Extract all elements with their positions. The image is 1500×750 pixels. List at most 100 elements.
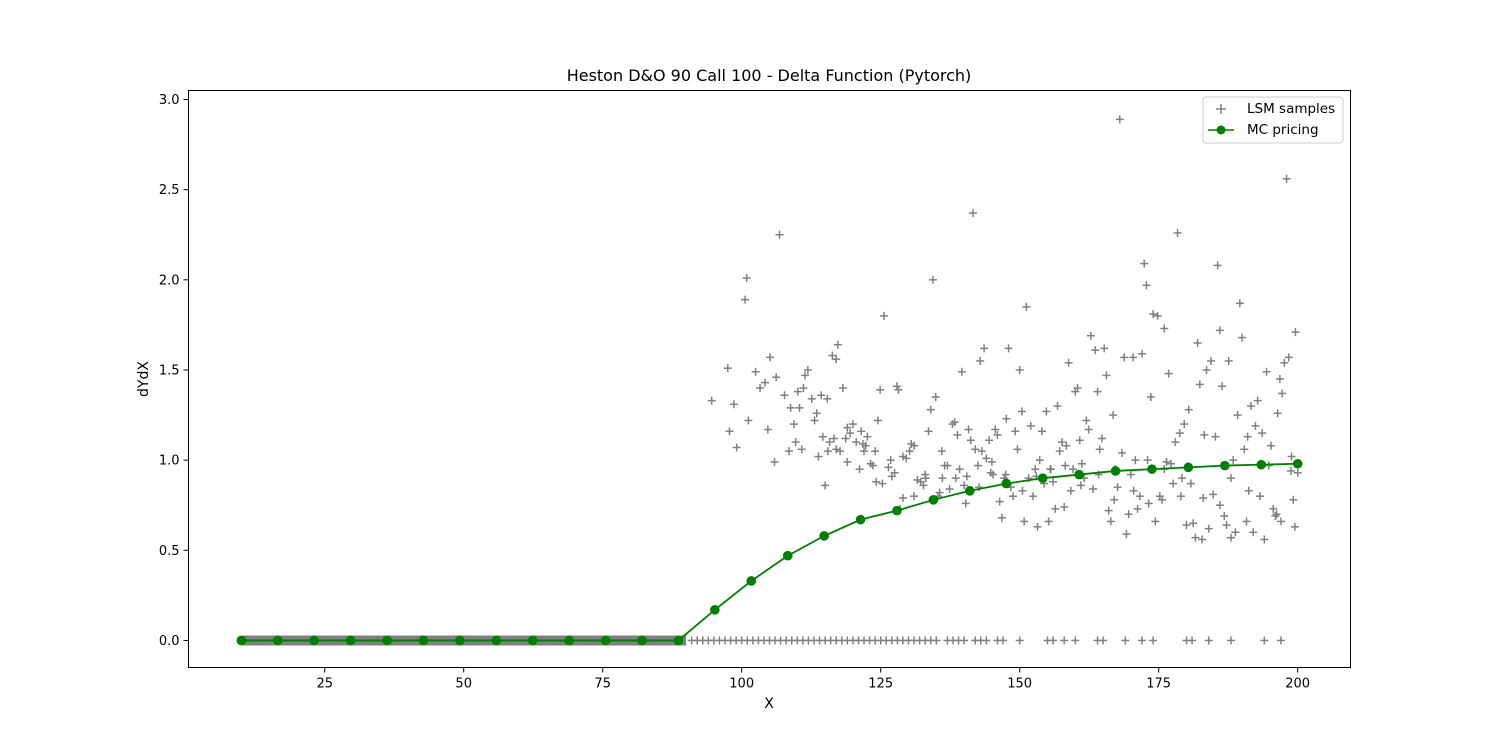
lsm-point bbox=[880, 311, 889, 320]
lsm-point bbox=[1131, 456, 1140, 465]
lsm-point bbox=[868, 461, 877, 470]
mc-point bbox=[1001, 478, 1012, 489]
lsm-point bbox=[861, 441, 870, 450]
lsm-point bbox=[807, 394, 816, 403]
lsm-point bbox=[872, 477, 881, 486]
lsm-point bbox=[829, 434, 838, 443]
lsm-point bbox=[1002, 414, 1011, 423]
lsm-point bbox=[1013, 445, 1022, 454]
lsm-point bbox=[1049, 477, 1058, 486]
lsm-point bbox=[997, 513, 1006, 522]
lsm-point bbox=[1004, 344, 1013, 353]
lsm-point bbox=[1149, 310, 1158, 319]
lsm-point bbox=[1209, 490, 1218, 499]
lsm-point bbox=[1146, 393, 1155, 402]
lsm-point bbox=[1151, 517, 1160, 526]
mc-point bbox=[1256, 459, 1267, 470]
lsm-point bbox=[780, 391, 789, 400]
lsm-point bbox=[1001, 470, 1010, 479]
y-axis: 0.0 0.5 1.0 1.5 2.0 2.5 3.0 bbox=[159, 93, 189, 649]
lsm-point bbox=[1213, 261, 1222, 270]
lsm-point bbox=[1135, 492, 1144, 501]
mc-point bbox=[1183, 462, 1194, 473]
lsm-point bbox=[1178, 474, 1187, 483]
lsm-point bbox=[833, 340, 842, 349]
lsm-point bbox=[1166, 459, 1175, 468]
lsm-point bbox=[1243, 432, 1252, 441]
lsm-point bbox=[924, 427, 933, 436]
mc-point bbox=[1074, 469, 1084, 480]
lsm-point bbox=[1124, 510, 1133, 519]
lsm-point bbox=[1164, 369, 1173, 378]
mc-point bbox=[309, 635, 319, 646]
lsm-point bbox=[1188, 636, 1197, 645]
lsm-point bbox=[985, 436, 994, 445]
lsm-point bbox=[1060, 636, 1069, 645]
lsm-point bbox=[860, 447, 869, 456]
lsm-point bbox=[1144, 499, 1153, 508]
lsm-point bbox=[938, 474, 947, 483]
lsm-point bbox=[848, 420, 857, 429]
y-tick-label: 0.0 bbox=[159, 634, 180, 649]
lsm-point bbox=[1240, 445, 1249, 454]
lsm-point bbox=[1142, 281, 1151, 290]
lsm-point bbox=[968, 209, 977, 218]
x-axis: 25 50 75 100 125 150 175 200 bbox=[316, 667, 1310, 692]
lsm-point bbox=[1133, 504, 1142, 513]
lsm-point bbox=[876, 385, 885, 394]
legend-label-lsm: LSM samples bbox=[1247, 101, 1335, 117]
lsm-point bbox=[957, 367, 966, 376]
lsm-point bbox=[803, 365, 812, 374]
lsm-point bbox=[1086, 331, 1095, 340]
x-tick-label: 125 bbox=[868, 677, 893, 692]
lsm-point bbox=[1271, 512, 1280, 521]
lsm-point bbox=[1229, 456, 1238, 465]
lsm-point bbox=[1175, 429, 1184, 438]
lsm-point bbox=[1199, 494, 1208, 503]
lsm-point bbox=[878, 479, 887, 488]
lsm-point bbox=[1093, 387, 1102, 396]
lsm-point bbox=[886, 456, 895, 465]
lsm-point bbox=[871, 447, 880, 456]
lsm-point bbox=[987, 457, 996, 466]
lsm-point bbox=[1073, 384, 1082, 393]
mc-point bbox=[382, 635, 392, 646]
lsm-point bbox=[1121, 636, 1130, 645]
lsm-point bbox=[843, 423, 852, 432]
lsm-point bbox=[932, 636, 941, 645]
lsm-point bbox=[1129, 353, 1138, 362]
lsm-point bbox=[799, 384, 808, 393]
lsm-point bbox=[1260, 535, 1269, 544]
lsm-point bbox=[832, 445, 841, 454]
x-tick-label: 25 bbox=[316, 677, 333, 692]
lsm-point bbox=[1180, 420, 1189, 429]
lsm-point bbox=[1084, 425, 1093, 434]
lsm-point bbox=[960, 481, 969, 490]
lsm-point bbox=[995, 497, 1004, 506]
mc-point bbox=[746, 576, 757, 586]
lsm-point bbox=[991, 425, 1000, 434]
lsm-point bbox=[961, 499, 970, 508]
lsm-point bbox=[1051, 504, 1060, 513]
mc-point bbox=[782, 550, 793, 561]
lsm-point bbox=[825, 438, 834, 447]
lsm-point bbox=[1100, 344, 1109, 353]
lsm-point bbox=[1198, 535, 1207, 544]
lsm-point bbox=[1195, 380, 1204, 389]
lsm-point bbox=[1244, 486, 1253, 495]
lsm-point bbox=[1191, 533, 1200, 542]
lsm-point bbox=[935, 488, 944, 497]
lsm-point bbox=[1102, 371, 1111, 380]
lsm-point bbox=[1204, 524, 1213, 533]
lsm-point bbox=[1037, 427, 1046, 436]
lsm-point bbox=[1089, 484, 1098, 493]
lsm-point bbox=[1022, 302, 1031, 311]
lsm-point bbox=[999, 636, 1008, 645]
lsm-point bbox=[1224, 356, 1233, 365]
lsm-point bbox=[919, 481, 928, 490]
lsm-point bbox=[789, 420, 798, 429]
lsm-point bbox=[855, 465, 864, 474]
mc-point bbox=[418, 635, 429, 646]
lsm-point bbox=[763, 425, 772, 434]
lsm-point bbox=[756, 384, 765, 393]
